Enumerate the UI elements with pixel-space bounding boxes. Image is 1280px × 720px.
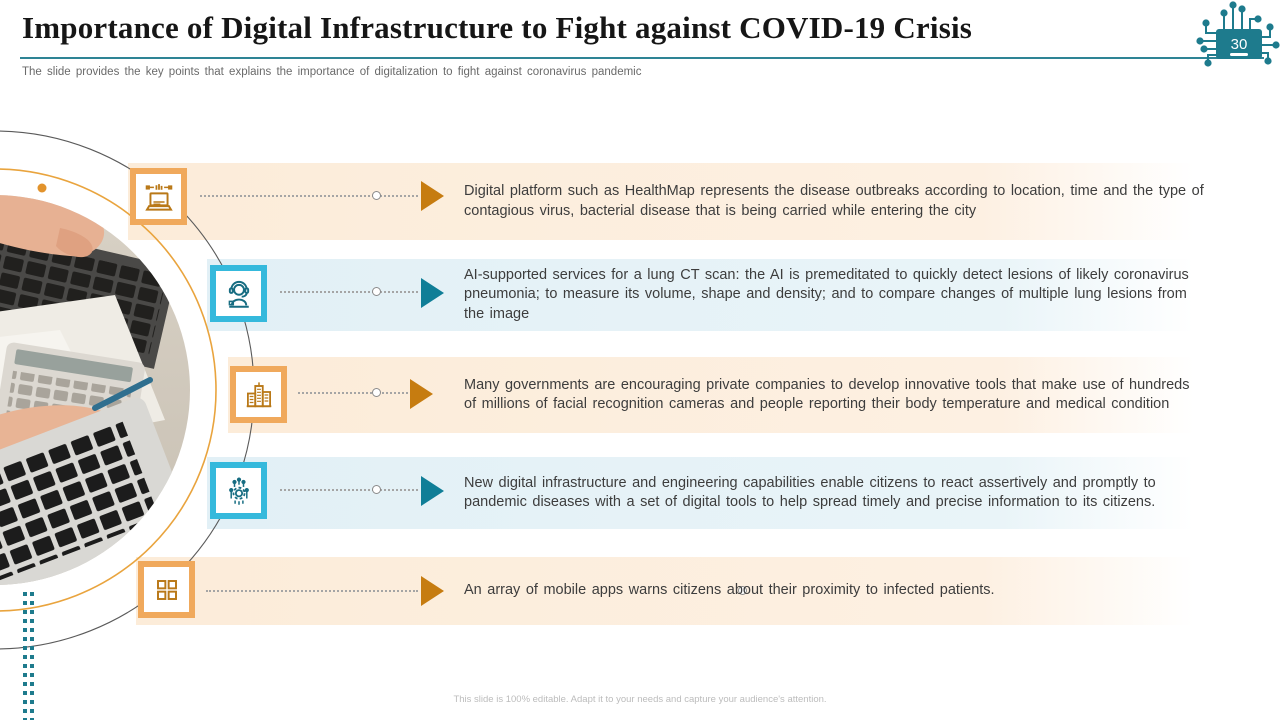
dotted-connector [200, 195, 418, 197]
dotted-connector [280, 489, 418, 491]
buildings-icon [246, 381, 271, 407]
icon-box [210, 462, 267, 519]
key-point-text: AI-supported services for a lung CT scan… [464, 266, 1189, 322]
digital-gear-icon [228, 477, 249, 505]
arrow-icon [421, 278, 444, 308]
decor-orange-dot [37, 183, 47, 193]
arrow-icon [421, 181, 444, 211]
arrow-icon [410, 379, 433, 409]
page-title: Importance of Digital Infrastructure to … [22, 10, 973, 45]
icon-box [138, 561, 195, 618]
key-point-text: New digital infrastructure and engineeri… [464, 474, 1156, 511]
row-band [207, 457, 1194, 529]
decor-dotted-line [23, 592, 27, 720]
dotted-connector [298, 392, 408, 394]
connector-node-icon [372, 287, 381, 296]
icon-box [210, 265, 267, 322]
circuit-pins-icon [1196, 1, 1280, 67]
connector-node-icon [372, 388, 381, 397]
support-agent-icon [228, 280, 249, 308]
dotted-connector [280, 291, 418, 293]
footer-note: This slide is 100% editable. Adapt it to… [453, 694, 827, 705]
badge-underline [1230, 53, 1248, 56]
icon-box [130, 168, 187, 225]
key-point-text: Digital platform such as HealthMap repre… [464, 183, 1204, 219]
key-point-text: Many governments are encouraging private… [464, 376, 1190, 413]
connector-node-icon [372, 191, 381, 200]
arrow-icon [421, 476, 444, 506]
key-point-text: An array of mobile apps warns citizens a… [464, 582, 995, 599]
row-band [128, 163, 1194, 240]
decor-dotted-line [30, 592, 34, 720]
connector-node-icon [738, 586, 747, 595]
connector-node-icon [372, 485, 381, 494]
row-band [228, 357, 1194, 433]
slide-number-badge: 30 [1216, 29, 1262, 59]
dotted-connector [206, 590, 418, 592]
laptop-network-icon [144, 183, 173, 211]
title-underline [20, 57, 1264, 59]
slide-number: 30 [1230, 35, 1248, 53]
row-band [207, 259, 1194, 331]
apps-grid-icon [156, 579, 177, 600]
icon-box [230, 366, 287, 423]
arrow-icon [421, 576, 444, 606]
slide-subtitle: The slide provides the key points that e… [22, 66, 642, 78]
